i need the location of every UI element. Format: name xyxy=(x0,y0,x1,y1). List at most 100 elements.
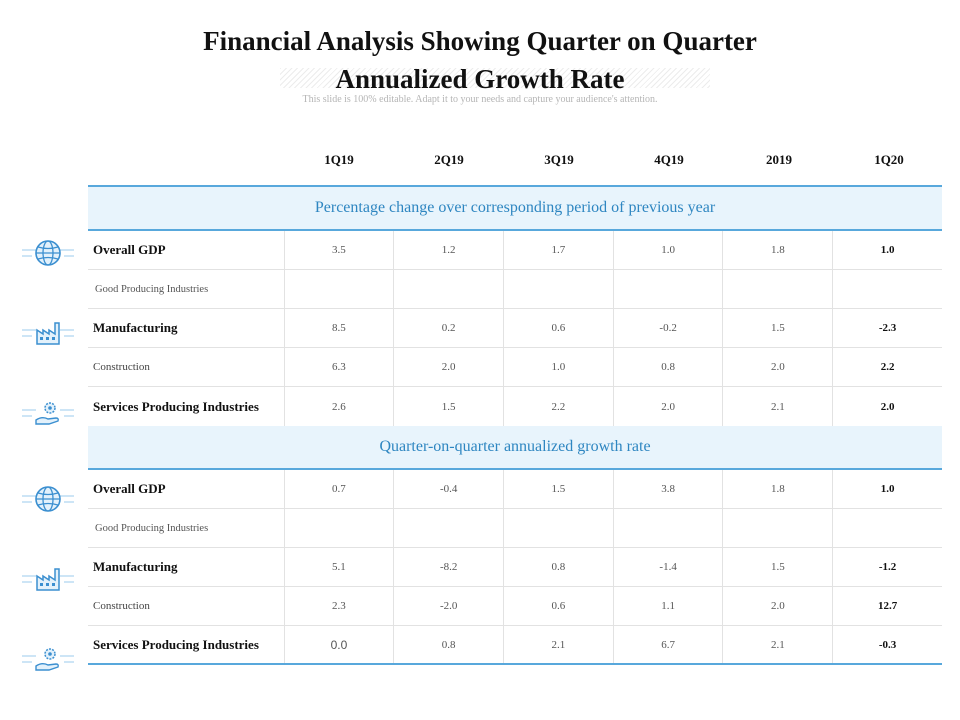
table-cell: 2.6 xyxy=(283,387,394,426)
table-cell: 1.0 xyxy=(612,231,723,269)
table-cell xyxy=(503,509,613,547)
table-cell: 1.8 xyxy=(722,231,832,269)
row-label: Overall GDP xyxy=(93,242,166,257)
hand-gear-icon xyxy=(22,644,74,674)
table-cell: 1.0 xyxy=(832,231,942,269)
table-cell: 2.2 xyxy=(503,387,613,426)
table-cell: 2.0 xyxy=(393,348,503,386)
table-cell: 0.8 xyxy=(612,348,723,386)
table-cell: 0.2 xyxy=(393,309,503,347)
row-label: Services Producing Industries xyxy=(93,636,259,652)
title-line-2: Annualized Growth Rate xyxy=(335,64,625,94)
table-cell: 2.1 xyxy=(722,387,832,426)
table-row: Overall GDP 3.5 1.2 1.7 1.0 1.8 1.0 xyxy=(88,231,942,270)
table-cell: 2.0 xyxy=(612,387,723,426)
table-row: Overall GDP 0.7 -0.4 1.5 3.8 1.8 1.0 xyxy=(88,470,942,509)
table-cell: 0.6 xyxy=(503,587,613,625)
row-label: Manufacturing xyxy=(93,559,178,574)
table-cell: 1.1 xyxy=(612,587,723,625)
column-header-2q19: 2Q19 xyxy=(434,152,464,167)
table-cell: 1.5 xyxy=(393,387,503,426)
row-label: Good Producing Industries xyxy=(95,283,209,295)
table-row: Services Producing Industries 2.6 1.5 2.2 2.… xyxy=(88,387,942,426)
table-cell: -0.3 xyxy=(832,626,942,663)
globe-icon xyxy=(22,484,74,514)
factory-icon xyxy=(22,564,74,594)
table-cell: 1.0 xyxy=(832,470,942,508)
table-cell: 8.5 xyxy=(283,309,394,347)
column-header-3q19: 3Q19 xyxy=(544,152,574,167)
table-cell: 0.6 xyxy=(503,309,613,347)
table-cell xyxy=(722,509,832,547)
table-cell xyxy=(503,270,613,308)
row-label: Construction xyxy=(93,600,150,612)
table-cell: 1.0 xyxy=(503,348,613,386)
table-row: Construction 2.3 -2.0 0.6 1.1 2.0 12.7 xyxy=(88,587,942,626)
table-cell: 3.5 xyxy=(283,231,394,269)
table-cell xyxy=(393,509,503,547)
table-cell: 3.8 xyxy=(612,470,723,508)
table-cell: -8.2 xyxy=(393,548,503,586)
table-cell: 1.8 xyxy=(722,470,832,508)
table-cell: 0.0 xyxy=(283,626,394,663)
table-cell xyxy=(283,509,394,547)
table-cell: 2.1 xyxy=(503,626,613,663)
row-label: Manufacturing xyxy=(93,320,178,335)
table-row: Good Producing Industries xyxy=(88,509,942,548)
factory-icon xyxy=(22,318,74,348)
table-cell: -1.4 xyxy=(612,548,723,586)
table-cell: 0.8 xyxy=(393,626,503,663)
column-header-row: 1Q19 2Q19 3Q19 4Q19 2019 1Q20 xyxy=(88,152,942,176)
table-row: Services Producing Industries 0.0 0.8 2.1 6.… xyxy=(88,626,942,665)
table-cell xyxy=(612,270,723,308)
table-cell: 1.5 xyxy=(722,309,832,347)
hand-gear-icon xyxy=(22,398,74,428)
table-cell: 1.7 xyxy=(503,231,613,269)
table-cell xyxy=(722,270,832,308)
table-cell: 12.7 xyxy=(832,587,942,625)
table-cell: -2.0 xyxy=(393,587,503,625)
table-cell: 1.5 xyxy=(722,548,832,586)
table-cell: 2.0 xyxy=(722,587,832,625)
table-row: Good Producing Industries xyxy=(88,270,942,309)
globe-icon xyxy=(22,238,74,268)
table-cell: 1.2 xyxy=(393,231,503,269)
table-cell xyxy=(832,509,942,547)
table-cell: -0.2 xyxy=(612,309,723,347)
column-header-1q19: 1Q19 xyxy=(324,152,354,167)
table-cell: -2.3 xyxy=(832,309,942,347)
table-cell xyxy=(832,270,942,308)
table-row: Construction 6.3 2.0 1.0 0.8 2.0 2.2 xyxy=(88,348,942,387)
table-cell: -0.4 xyxy=(393,470,503,508)
row-label: Overall GDP xyxy=(93,481,166,496)
table-row: Manufacturing 5.1 -8.2 0.8 -1.4 1.5 -1.2 xyxy=(88,548,942,587)
table-cell xyxy=(393,270,503,308)
table-row: Manufacturing 8.5 0.2 0.6 -0.2 1.5 -2.3 xyxy=(88,309,942,348)
column-header-1q20: 1Q20 xyxy=(874,152,904,167)
row-label: Good Producing Industries xyxy=(95,522,209,534)
table-cell: 2.1 xyxy=(722,626,832,663)
growth-table: Percentage change over corresponding per… xyxy=(88,185,942,665)
table-cell: 0.7 xyxy=(283,470,394,508)
table-cell: 0.8 xyxy=(503,548,613,586)
table-cell: 1.5 xyxy=(503,470,613,508)
column-header-2019: 2019 xyxy=(766,152,792,167)
table-cell xyxy=(612,509,723,547)
table-cell: -1.2 xyxy=(832,548,942,586)
section-heading: Percentage change over corresponding per… xyxy=(88,187,942,231)
title-line-1: Financial Analysis Showing Quarter on Qu… xyxy=(203,26,757,56)
table-cell: 5.1 xyxy=(283,548,394,586)
section-heading: Quarter-on-quarter annualized growth rat… xyxy=(88,426,942,470)
table-cell: 2.2 xyxy=(832,348,942,386)
table-cell: 6.3 xyxy=(283,348,394,386)
table-cell: 2.0 xyxy=(832,387,942,426)
table-cell: 6.7 xyxy=(612,626,723,663)
slide-title: Financial Analysis Showing Quarter on Qu… xyxy=(0,22,960,98)
table-cell xyxy=(283,270,394,308)
table-cell: 2.0 xyxy=(722,348,832,386)
row-label: Services Producing Industries xyxy=(93,398,259,414)
column-header-4q19: 4Q19 xyxy=(654,152,684,167)
row-label: Construction xyxy=(93,361,150,373)
slide-subtitle: This slide is 100% editable. Adapt it to… xyxy=(302,94,658,105)
table-cell: 2.3 xyxy=(283,587,394,625)
